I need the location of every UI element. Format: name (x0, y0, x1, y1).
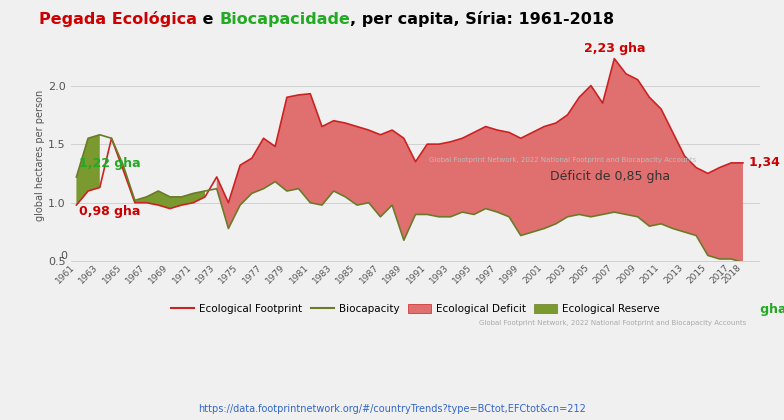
Text: 2005: 2005 (568, 263, 591, 286)
Text: 1987: 1987 (358, 263, 380, 286)
Text: 1989: 1989 (381, 263, 404, 286)
Text: 1,22 gha: 1,22 gha (78, 157, 140, 170)
Text: 2018: 2018 (720, 263, 743, 286)
Text: 1963: 1963 (77, 263, 100, 286)
Text: 2003: 2003 (545, 263, 568, 286)
Text: 1997: 1997 (475, 263, 497, 286)
Text: Global Footprint Network, 2022 National Footprint and Biocapacity Accounts: Global Footprint Network, 2022 National … (480, 320, 746, 326)
Text: 1975: 1975 (217, 263, 240, 286)
Y-axis label: global hectares per person: global hectares per person (35, 90, 45, 221)
Text: 1983: 1983 (311, 263, 334, 286)
Text: 1965: 1965 (100, 263, 123, 286)
Text: 1991: 1991 (405, 263, 427, 286)
Text: https://data.footprintnetwork.org/#/countryTrends?type=BCtot,EFCtot&cn=212: https://data.footprintnetwork.org/#/coun… (198, 404, 586, 414)
Text: 1,34 gha: 1,34 gha (749, 156, 784, 169)
Text: 1977: 1977 (241, 263, 263, 286)
Text: 2013: 2013 (662, 263, 684, 286)
Text: 1971: 1971 (171, 263, 194, 286)
Text: 1995: 1995 (452, 263, 474, 286)
Text: 1979: 1979 (264, 263, 287, 286)
Text: 0,98 gha: 0,98 gha (78, 205, 140, 218)
Text: 2007: 2007 (592, 263, 615, 286)
Text: 1985: 1985 (335, 263, 357, 286)
Text: Pegada Ecológica: Pegada Ecológica (39, 11, 198, 27)
Text: 1961: 1961 (54, 263, 76, 286)
Text: 2,23 gha: 2,23 gha (583, 42, 645, 55)
Text: 1969: 1969 (147, 263, 170, 286)
Text: 1967: 1967 (124, 263, 147, 286)
Text: 0,49 gha: 0,49 gha (725, 303, 784, 316)
Text: Global Footprint Network, 2022 National Footprint and Biocapacity Accounts: Global Footprint Network, 2022 National … (430, 157, 696, 163)
Text: 0: 0 (60, 251, 67, 260)
Text: , per capita, Síria: 1961-2018: , per capita, Síria: 1961-2018 (350, 11, 615, 27)
Text: Biocapacidade: Biocapacidade (220, 12, 350, 27)
Text: 2011: 2011 (638, 263, 661, 286)
Text: Déficit de 0,85 gha: Déficit de 0,85 gha (550, 170, 670, 183)
Text: e: e (198, 12, 220, 27)
Text: 2017: 2017 (709, 263, 731, 286)
Text: 2001: 2001 (521, 263, 544, 286)
Legend: Ecological Footprint, Biocapacity, Ecological Deficit, Ecological Reserve: Ecological Footprint, Biocapacity, Ecolo… (167, 299, 664, 318)
Text: 2015: 2015 (685, 263, 708, 286)
Text: 2009: 2009 (615, 263, 637, 286)
Text: 1999: 1999 (498, 263, 521, 286)
Text: 1981: 1981 (288, 263, 310, 286)
Text: 1993: 1993 (428, 263, 451, 286)
Text: 1973: 1973 (194, 263, 216, 286)
